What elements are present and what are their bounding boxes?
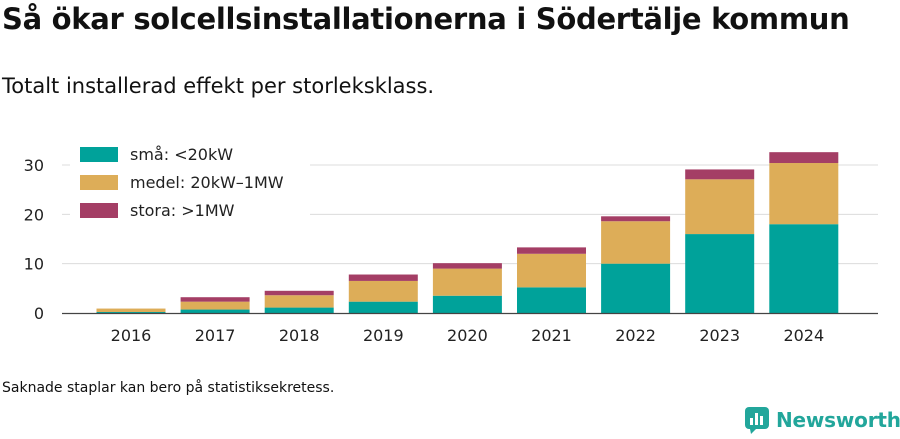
bar-segment [432,295,502,313]
brand-logo[interactable]: Newsworthy [744,406,900,434]
chart-subtitle: Totalt installerad effekt per storlekskl… [2,74,435,98]
bar-segment [769,224,839,313]
x-tick-label: 2019 [363,326,404,345]
legend-swatch [80,203,118,218]
bar-segment [96,308,166,313]
x-tick-label: 2021 [531,326,572,345]
y-tick-label: 30 [24,156,44,175]
bar-segment [769,152,839,164]
bar-segment [180,297,250,302]
chart-title: Så ökar solcellsinstallationerna i Söder… [2,2,850,36]
bar-segment [685,169,755,180]
legend-swatch [80,175,118,190]
x-tick-label: 2022 [615,326,656,345]
y-tick-label: 10 [24,255,44,274]
y-tick-label: 0 [34,304,44,323]
bar-segment [348,301,418,313]
x-tick-label: 2018 [279,326,320,345]
bar-segment [264,295,334,308]
x-tick-label: 2017 [195,326,236,345]
brand-name: Newsworthy [776,408,900,432]
x-tick-label: 2023 [699,326,740,345]
legend-label: medel: 20kW–1MW [130,173,284,192]
bar-segment [517,287,586,313]
bar-segment [517,247,586,254]
legend-swatch [80,147,118,162]
bar-segment [517,253,586,288]
bar-segment [348,274,418,281]
bar-segment [601,263,671,313]
bar-segment [348,280,418,302]
bar-segment [685,179,755,235]
bar-segment [96,312,166,313]
bar-segment [180,301,250,310]
x-tick-label: 2020 [447,326,488,345]
bar-segment [769,163,839,225]
bar-segment [685,234,755,313]
x-tick-label: 2024 [783,326,824,345]
legend-label: stora: >1MW [130,201,235,220]
y-tick-label: 20 [24,205,44,224]
bar-segment [601,221,671,264]
bar-segment [432,263,502,269]
stacked-bar-chart: 0 10 20 30 2016 2017 2018 2019 2020 2021 2022 2023 2… [23,145,878,345]
bar-segment [264,290,334,296]
bar-segment [432,268,502,296]
newsworthy-logo-icon [745,407,769,434]
bar-segment [601,216,671,222]
x-tick-label: 2016 [111,326,152,345]
legend-label: små: <20kW [130,145,233,164]
bar-segment [180,309,250,313]
bar-segment [264,307,334,313]
footnote: Saknade staplar kan bero på statistiksek… [2,380,335,396]
